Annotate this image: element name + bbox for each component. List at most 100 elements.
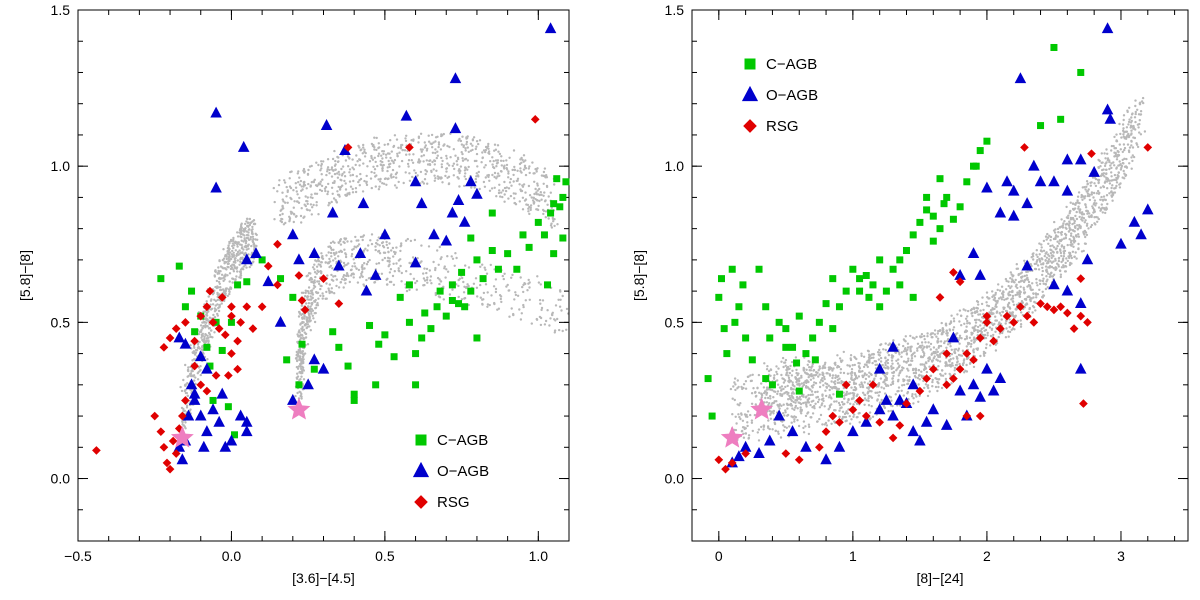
right-model-dot: [1072, 208, 1076, 211]
right-model-dot: [901, 384, 904, 387]
left-rsg-point: [165, 333, 175, 343]
right-model-dot: [1007, 280, 1010, 283]
right-model-dot: [1049, 252, 1053, 255]
left-model-dot: [234, 249, 237, 252]
left-o-agb-point: [293, 253, 305, 265]
left-model-dot: [423, 146, 427, 149]
left-model-dot: [218, 303, 221, 307]
left-model-dot: [358, 179, 361, 182]
left-o-agb-point: [308, 247, 321, 259]
left-model-dot: [337, 170, 340, 174]
right-model-dot: [862, 355, 866, 358]
right-model-dot: [790, 394, 793, 397]
right-model-dot: [1000, 298, 1004, 301]
left-c-agb-point: [550, 200, 558, 208]
left-model-dot: [333, 164, 337, 167]
left-model-dot: [532, 202, 536, 205]
left-model-dot: [465, 136, 468, 139]
right-model-dot: [828, 388, 831, 392]
right-model-dot: [1011, 297, 1015, 300]
left-model-dot: [536, 199, 539, 202]
right-model-dot: [934, 385, 938, 389]
left-model-dot: [536, 184, 539, 187]
left-model-dot: [306, 305, 310, 308]
left-model-dot: [453, 264, 456, 267]
right-model-dot: [780, 404, 783, 407]
right-model-dot: [757, 428, 761, 431]
right-model-dot: [1136, 108, 1139, 112]
left-model-dot: [216, 285, 219, 288]
right-model-dot: [846, 372, 850, 375]
left-model-dot: [361, 152, 364, 155]
left-model-dot: [197, 332, 201, 336]
right-model-dot: [911, 393, 914, 396]
left-model-dot: [298, 176, 301, 179]
right-model-dot: [1024, 298, 1028, 301]
left-model-dot: [343, 179, 346, 183]
left-c-agb-point: [458, 268, 466, 276]
left-model-dot: [207, 327, 211, 330]
right-model-dot: [933, 333, 937, 336]
right-model-dot: [783, 392, 786, 395]
right-model-dot: [850, 368, 854, 371]
left-model-dot: [308, 318, 311, 322]
right-model-dot: [933, 355, 936, 358]
left-o-agb-point: [452, 194, 465, 205]
right-model-dot: [887, 353, 891, 357]
left-model-dot: [310, 289, 314, 292]
right-model-dot: [997, 283, 1000, 286]
left-model-dot: [221, 266, 224, 269]
right-model-dot: [1131, 159, 1134, 163]
right-model-dot: [918, 394, 921, 397]
left-model-dot: [302, 167, 306, 171]
left-model-dot: [382, 152, 385, 156]
right-model-dot: [798, 384, 801, 387]
left-o-agb-point: [308, 353, 321, 365]
left-model-dot: [301, 325, 304, 329]
left-model-dot: [499, 297, 502, 301]
right-model-dot: [1068, 263, 1072, 267]
left-model-dot: [344, 255, 348, 259]
right-model-dot: [763, 390, 767, 393]
right-model-dot: [786, 371, 789, 374]
right-model-dot: [1008, 330, 1012, 334]
right-model-dot: [785, 426, 788, 429]
left-model-dot: [385, 240, 388, 244]
left-model-dot: [403, 149, 407, 152]
left-model-dot: [436, 150, 439, 153]
left-model-dot: [505, 285, 508, 288]
right-model-dot: [785, 373, 788, 376]
right-model-dot: [773, 400, 776, 403]
left-model-dot: [219, 270, 222, 273]
left-model-dot: [352, 272, 355, 275]
left-model-dot: [314, 184, 318, 187]
right-model-dot: [769, 368, 772, 371]
right-model-dot: [756, 387, 759, 390]
left-model-dot: [424, 169, 427, 172]
left-model-dot: [207, 295, 210, 298]
left-model-dot: [194, 348, 198, 352]
right-model-dot: [810, 390, 814, 393]
left-model-dot: [282, 200, 285, 203]
right-model-dot: [1086, 192, 1090, 195]
left-model-dot: [556, 223, 559, 226]
left-model-dot: [184, 391, 188, 395]
left-model-dot: [421, 148, 424, 151]
right-model-dot: [1045, 238, 1048, 241]
left-model-dot: [212, 313, 215, 317]
left-model-dot: [296, 333, 299, 336]
right-model-dot: [970, 339, 973, 342]
left-c-agb-point: [559, 193, 567, 201]
left-rsg-point: [92, 446, 101, 455]
left-model-dot: [520, 312, 523, 315]
right-model-dot: [848, 380, 851, 384]
left-model-dot: [437, 145, 440, 149]
left-c-agb-point: [433, 303, 441, 311]
left-model-dot: [299, 323, 302, 326]
left-model-dot: [495, 162, 499, 165]
left-model-dot: [553, 331, 556, 334]
left-model-dot: [183, 383, 187, 387]
right-model-dot: [838, 377, 841, 380]
right-model-dot: [987, 304, 991, 308]
right-model-dot: [846, 364, 849, 367]
